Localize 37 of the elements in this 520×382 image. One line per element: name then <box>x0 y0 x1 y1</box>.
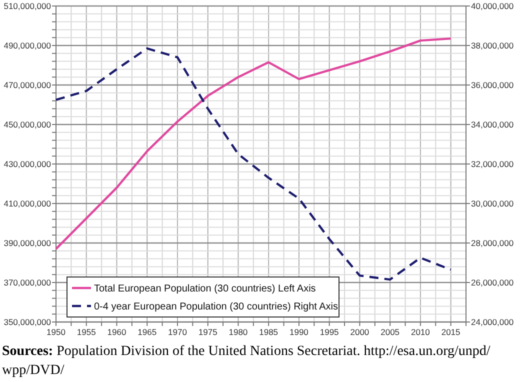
y-tick-label: 450,000,000 <box>4 119 52 130</box>
y2-tick-label: 36,000,000 <box>471 80 514 90</box>
x-tick-label: 1980 <box>228 327 248 337</box>
y-tick-label: 510,000,000 <box>4 0 52 11</box>
line-series <box>54 47 452 281</box>
y-tick-label: 490,000,000 <box>4 40 52 50</box>
y2-tick-label: 24,000,000 <box>471 316 514 327</box>
y2-tick-label: 38,000,000 <box>471 40 514 50</box>
y2-tick-label: 32,000,000 <box>471 158 514 169</box>
y-tick-label: 390,000,000 <box>4 238 52 248</box>
x-tick-label: 1950 <box>46 327 66 337</box>
x-tick-label: 2015 <box>441 327 461 337</box>
x-tick-label: 2000 <box>350 327 370 337</box>
y-tick-label: 350,000,000 <box>4 316 52 327</box>
x-tick-label: 1990 <box>290 327 309 337</box>
x-tick-label: 2010 <box>410 327 430 337</box>
x-tick-label: 1970 <box>168 327 188 337</box>
x-tick-label: 1960 <box>107 327 126 337</box>
legend-label: Total European Population (30 countries) Left Axis <box>94 284 316 294</box>
y-tick-label: 470,000,000 <box>4 80 52 90</box>
y-tick-label: 410,000,000 <box>4 198 52 208</box>
source-note: Sources: Population Division of the United Nations Secretariat. http://esa.un.org/unpd/wpp/DVD/ <box>2 344 490 378</box>
y2-tick-label: 40,000,000 <box>471 0 514 11</box>
legend-label: 0-4 year European Population (30 countries) Right Axis <box>94 302 338 312</box>
x-tick-label: 1955 <box>76 327 96 337</box>
y2-tick-label: 30,000,000 <box>471 198 514 208</box>
x-tick-label: 1965 <box>138 327 157 337</box>
y-tick-label: 370,000,000 <box>4 277 52 288</box>
x-tick-label: 1975 <box>198 327 218 337</box>
y-tick-label: 430,000,000 <box>4 158 52 169</box>
y2-tick-label: 28,000,000 <box>471 238 514 248</box>
x-tick-label: 1995 <box>320 327 340 337</box>
x-tick-label: 1985 <box>259 327 278 337</box>
y2-tick-label: 26,000,000 <box>471 277 514 288</box>
y2-tick-label: 34,000,000 <box>471 119 514 130</box>
x-tick-label: 2005 <box>380 327 400 337</box>
line-series <box>54 37 452 250</box>
